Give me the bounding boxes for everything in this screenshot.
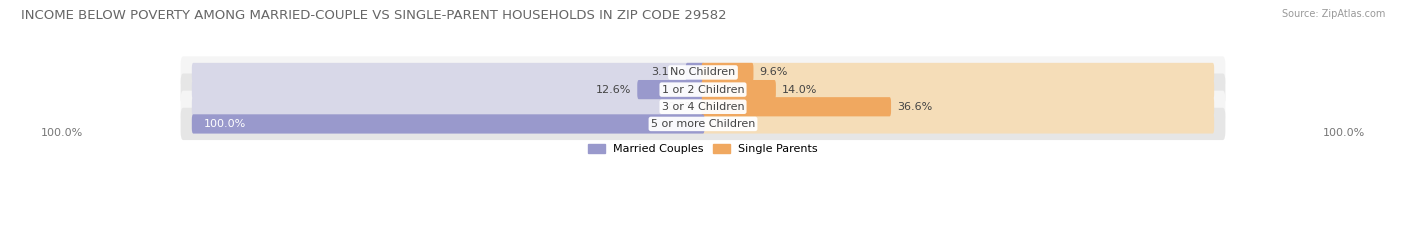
FancyBboxPatch shape [180,56,1226,89]
Text: No Children: No Children [671,67,735,77]
FancyBboxPatch shape [180,108,1226,140]
Text: 5 or more Children: 5 or more Children [651,119,755,129]
Text: 0.0%: 0.0% [710,119,740,129]
Text: INCOME BELOW POVERTY AMONG MARRIED-COUPLE VS SINGLE-PARENT HOUSEHOLDS IN ZIP COD: INCOME BELOW POVERTY AMONG MARRIED-COUPL… [21,9,727,22]
Text: 1 or 2 Children: 1 or 2 Children [662,85,744,95]
Text: Source: ZipAtlas.com: Source: ZipAtlas.com [1281,9,1385,19]
FancyBboxPatch shape [180,73,1226,106]
FancyBboxPatch shape [702,97,891,116]
FancyBboxPatch shape [702,114,1215,134]
FancyBboxPatch shape [191,63,704,82]
FancyBboxPatch shape [180,91,1226,123]
Text: 36.6%: 36.6% [897,102,932,112]
Text: 9.6%: 9.6% [759,67,787,77]
FancyBboxPatch shape [702,63,1215,82]
FancyBboxPatch shape [191,114,704,134]
FancyBboxPatch shape [191,80,704,99]
Text: 3.1%: 3.1% [651,67,679,77]
Text: 14.0%: 14.0% [782,85,817,95]
FancyBboxPatch shape [637,80,704,99]
Text: 100.0%: 100.0% [41,128,83,138]
Text: 100.0%: 100.0% [204,119,246,129]
FancyBboxPatch shape [191,97,704,116]
FancyBboxPatch shape [702,80,776,99]
FancyBboxPatch shape [702,80,1215,99]
Legend: Married Couples, Single Parents: Married Couples, Single Parents [583,140,823,159]
Text: 3 or 4 Children: 3 or 4 Children [662,102,744,112]
FancyBboxPatch shape [191,114,704,134]
Text: 12.6%: 12.6% [596,85,631,95]
FancyBboxPatch shape [702,63,754,82]
FancyBboxPatch shape [702,97,1215,116]
Text: 100.0%: 100.0% [1323,128,1365,138]
FancyBboxPatch shape [686,63,704,82]
Text: 0.0%: 0.0% [666,102,696,112]
